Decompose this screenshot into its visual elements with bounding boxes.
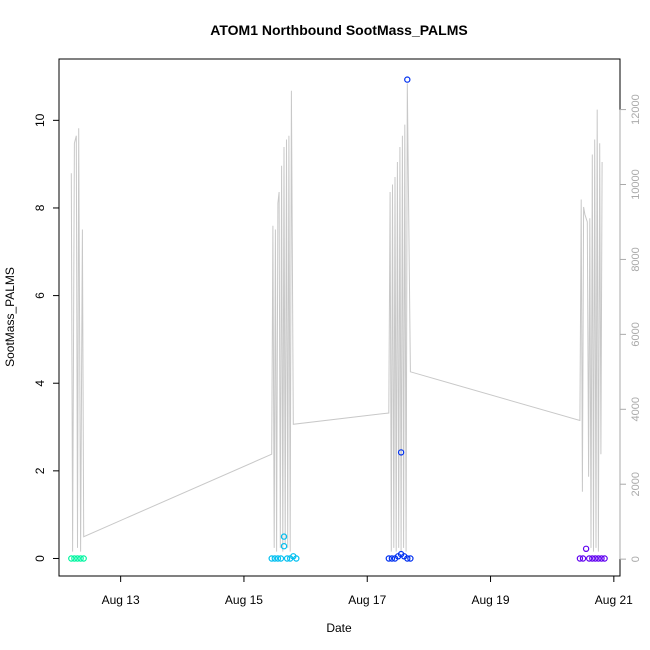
data-point-series-1: [68, 555, 75, 562]
data-point-series-2: [280, 533, 288, 540]
y-tick-label: 4: [33, 380, 47, 387]
data-point-series-2: [277, 555, 285, 562]
data-point-series-4: [576, 555, 584, 562]
data-point-series-1: [80, 555, 87, 562]
data-point-series-1: [77, 555, 84, 562]
data-point-series-3: [404, 76, 411, 83]
data-point-series-4: [582, 545, 590, 553]
data-point-series-4: [601, 555, 608, 562]
data-point-series-3: [404, 555, 411, 562]
data-point-series-2: [293, 555, 300, 562]
x-axis: Aug 13 Aug 15 Aug 17 Aug 19 Aug 21: [102, 575, 633, 607]
data-point-series-4: [595, 555, 602, 562]
secondary-y-axis: 0 2000 4000 6000 8000 10000 12000: [619, 94, 642, 562]
y2-tick-label: 0: [630, 556, 642, 562]
y2-tick-label: 10000: [630, 169, 642, 200]
data-point-series-3: [388, 555, 396, 562]
data-point-series-4: [592, 555, 599, 562]
y-tick-label: 6: [33, 292, 47, 299]
x-tick-label: Aug 17: [348, 593, 386, 607]
data-point-series-1: [71, 555, 78, 562]
data-point-series-2: [283, 555, 291, 562]
data-point-series-1: [74, 555, 81, 562]
data-points-layer: [68, 76, 608, 562]
altitude-trace-line: [70, 83, 603, 552]
x-axis-label: Date: [326, 621, 352, 635]
data-point-series-2: [280, 543, 288, 550]
data-point-series-3: [397, 449, 405, 456]
data-point-series-4: [589, 555, 596, 562]
chart-title: ATOM1 Northbound SootMass_PALMS: [210, 22, 467, 38]
y2-tick-label: 8000: [630, 247, 642, 271]
data-point-series-4: [598, 555, 605, 562]
altitude-trace-layer: [70, 83, 603, 552]
y-tick-label: 8: [33, 204, 47, 211]
y-tick-label: 0: [33, 555, 47, 562]
y-axis: 0 2 4 6 8 10: [33, 113, 60, 562]
y2-tick-label: 12000: [630, 94, 642, 125]
y-tick-label: 10: [33, 113, 47, 127]
y2-tick-label: 4000: [630, 397, 642, 421]
data-point-series-2: [271, 555, 278, 562]
data-point-series-3: [407, 555, 414, 562]
x-tick-label: Aug 21: [595, 593, 633, 607]
data-point-series-4: [586, 555, 593, 562]
y-axis-label: SootMass_PALMS: [3, 267, 17, 367]
plot-frame: [58, 58, 621, 577]
data-point-series-2: [268, 555, 275, 562]
data-point-series-2: [274, 555, 282, 562]
x-tick-label: Aug 15: [225, 593, 263, 607]
y2-tick-label: 2000: [630, 472, 642, 496]
data-point-series-3: [385, 555, 392, 562]
y2-tick-label: 6000: [630, 322, 642, 346]
x-tick-label: Aug 19: [472, 593, 510, 607]
x-tick-label: Aug 13: [102, 593, 140, 607]
data-point-series-4: [579, 555, 587, 562]
y-tick-label: 2: [33, 467, 47, 474]
